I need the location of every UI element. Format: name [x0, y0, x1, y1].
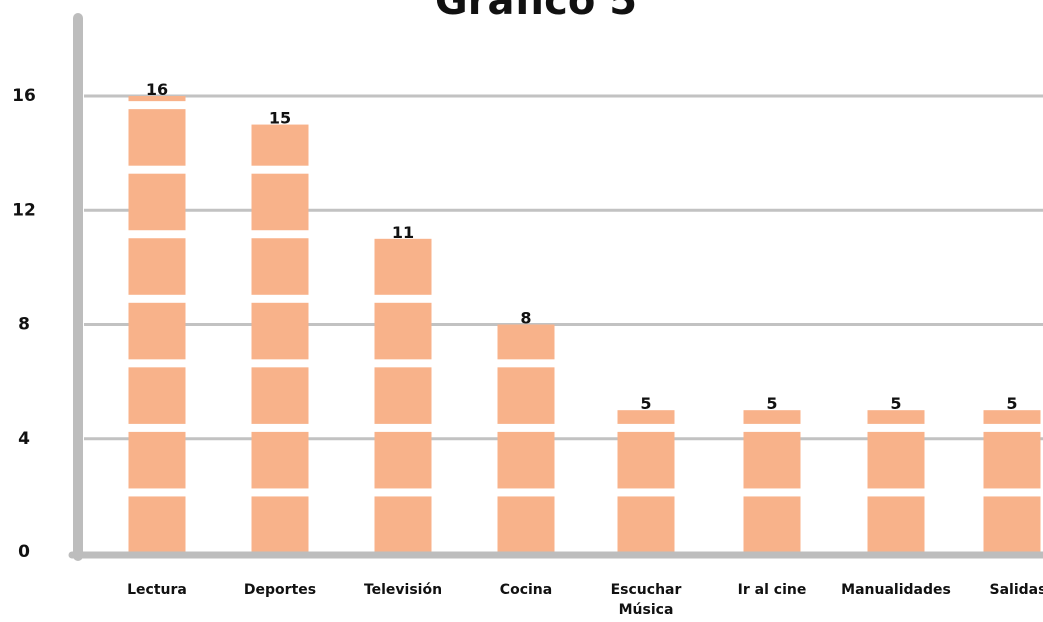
bar-2 — [251, 124, 309, 553]
bar-5-segment-1 — [617, 496, 675, 553]
data-label-8: 5 — [1006, 394, 1017, 413]
bar-4-segment-1 — [497, 496, 555, 553]
y-axis-tick-labels: 0 4 8 12 16 — [12, 86, 36, 562]
y-tick-label-4: 4 — [18, 429, 30, 449]
chart-title: Gráfico 5 — [435, 0, 637, 24]
bar-4-segment-2 — [497, 431, 555, 489]
bar-3-segment-5 — [374, 238, 432, 295]
bar-2-segment-2 — [251, 431, 309, 489]
bar-2-segment-7 — [251, 124, 309, 166]
x-tick-label-7: Manualidades — [841, 582, 951, 598]
x-tick-label-8: Salidas — [990, 582, 1043, 598]
bar-2-segment-3 — [251, 367, 309, 424]
data-label-1: 16 — [146, 80, 168, 99]
y-tick-label-8: 8 — [18, 315, 30, 335]
data-label-7: 5 — [890, 394, 901, 413]
bars — [128, 96, 1041, 553]
bar-7-segment-3 — [867, 410, 925, 424]
x-tick-label-3: Televisión — [364, 582, 442, 598]
x-tick-label-5: Escuchar Música — [611, 582, 682, 618]
x-axis-tick-labels: Lectura Deportes Televisión Cocina Escuchar M… — [127, 582, 1043, 618]
bar-1-segment-3 — [128, 367, 186, 424]
axes — [68, 13, 1043, 561]
bar-8-segment-3 — [983, 410, 1041, 424]
x-tick-label-2: Deportes — [244, 582, 316, 598]
y-tick-label-16: 16 — [12, 86, 36, 106]
x-tick-label-4: Cocina — [500, 582, 552, 598]
data-label-5: 5 — [640, 394, 651, 413]
bar-4-segment-4 — [497, 324, 555, 360]
bar-1-segment-1 — [128, 496, 186, 553]
bar-6-segment-3 — [743, 410, 801, 424]
bar-1-segment-2 — [128, 431, 186, 489]
bar-2-segment-4 — [251, 302, 309, 360]
bar-1-segment-5 — [128, 238, 186, 295]
y-tick-label-12: 12 — [12, 200, 36, 220]
data-label-2: 15 — [269, 109, 291, 128]
bar-2-segment-1 — [251, 496, 309, 553]
bar-3-segment-4 — [374, 302, 432, 360]
gridlines — [84, 94, 1043, 441]
bar-1-segment-8 — [128, 96, 186, 102]
bar-6-segment-2 — [743, 431, 801, 489]
bar-4 — [497, 324, 555, 553]
bar-7-segment-1 — [867, 496, 925, 553]
bar-6 — [743, 410, 801, 553]
bar-6-segment-1 — [743, 496, 801, 553]
bar-5-segment-2 — [617, 431, 675, 489]
bar-1-segment-6 — [128, 173, 186, 231]
bar-2-segment-5 — [251, 238, 309, 295]
bar-1 — [128, 96, 186, 553]
bar-8-segment-1 — [983, 496, 1041, 553]
x-tick-label-1: Lectura — [127, 582, 187, 598]
bar-8 — [983, 410, 1041, 553]
bar-3-segment-3 — [374, 367, 432, 424]
bar-1-segment-4 — [128, 302, 186, 360]
bar-4-segment-3 — [497, 367, 555, 424]
bar-2-segment-6 — [251, 173, 309, 231]
bar-7 — [867, 410, 925, 553]
bar-5-segment-3 — [617, 410, 675, 424]
data-labels: 16 15 11 8 5 5 5 5 — [146, 80, 1018, 413]
y-tick-label-0: 0 — [18, 542, 30, 562]
bar-8-segment-2 — [983, 431, 1041, 489]
data-label-6: 5 — [766, 394, 777, 413]
bar-5 — [617, 410, 675, 553]
data-label-4: 8 — [520, 309, 531, 328]
bar-3 — [374, 238, 432, 553]
data-label-3: 11 — [392, 223, 414, 242]
bar-7-segment-2 — [867, 431, 925, 489]
x-tick-label-6: Ir al cine — [738, 582, 807, 598]
bar-3-segment-2 — [374, 431, 432, 489]
bar-1-segment-7 — [128, 109, 186, 166]
bar-3-segment-1 — [374, 496, 432, 553]
